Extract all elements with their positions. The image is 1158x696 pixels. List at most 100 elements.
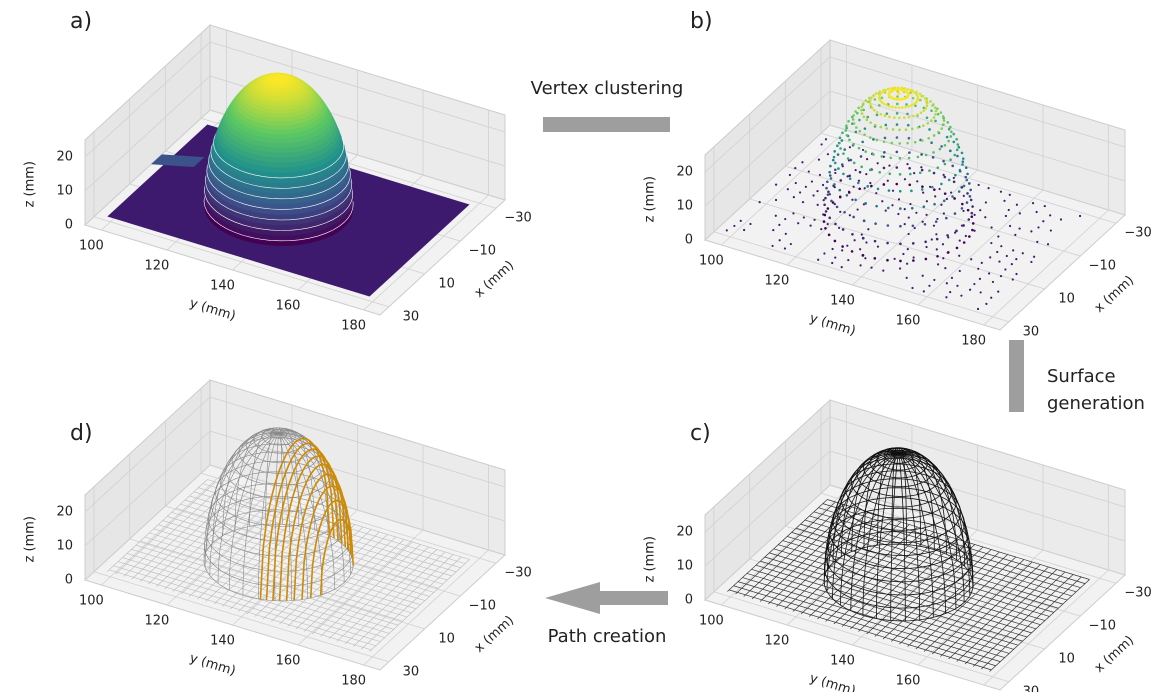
point [855,169,857,171]
y-tick-label: 160 [896,314,921,329]
point [1011,263,1013,265]
point [893,116,896,119]
point [904,223,906,225]
point [846,194,849,197]
panel: 01020100120140160180−30−101030z (mm)y (m… [23,9,532,334]
point [896,123,899,126]
point [926,105,929,108]
point [799,191,801,193]
y-tick-label: 160 [896,674,921,689]
point [949,126,952,129]
point [903,116,906,119]
point [1003,200,1005,202]
point [936,238,939,241]
point [888,116,891,119]
panel-label: a) [70,9,92,34]
point [828,234,831,237]
point [914,141,917,144]
point [928,285,930,287]
point [956,155,959,158]
point [925,246,927,248]
point [933,225,935,227]
z-tick-label: 20 [676,525,693,540]
point [1014,234,1016,236]
point [907,124,910,127]
point [979,209,981,211]
panel-label: c) [690,421,711,446]
point [952,141,955,144]
point [961,163,964,166]
point [859,264,861,266]
point [833,150,836,153]
point [939,148,942,151]
point [899,267,901,269]
point [877,162,879,164]
point [775,215,777,217]
point [953,177,955,179]
point [942,243,944,245]
point [945,296,947,298]
point [962,160,965,163]
point [866,158,868,160]
point [825,187,828,190]
point [866,116,869,119]
point [857,208,859,210]
point [793,196,795,198]
point [963,241,966,244]
point [917,126,920,129]
point [905,128,908,131]
y-tick-label: 100 [699,614,724,629]
point [839,211,841,213]
point [846,245,848,247]
point [921,139,924,142]
point [966,173,969,176]
point [898,129,901,132]
point [946,136,949,139]
point [990,226,992,228]
panel-label: b) [690,9,713,34]
point [823,252,825,254]
point [895,183,898,186]
point [908,183,911,186]
point [962,210,964,212]
point [873,109,876,112]
point [962,224,965,227]
point [838,227,840,229]
point [898,106,901,109]
point [908,216,910,218]
point [849,177,852,180]
point [1047,243,1049,245]
point [865,119,868,122]
point [908,151,911,154]
point [828,217,831,220]
point [912,259,915,262]
point [920,153,923,156]
point [864,150,867,153]
y-tick-label: 100 [79,594,104,609]
point [851,199,853,201]
y-tick-label: 180 [961,334,986,349]
point [904,106,907,109]
point [870,185,873,188]
point [913,172,915,174]
point [886,259,889,262]
point [922,221,924,223]
point [947,251,950,254]
point [860,109,863,112]
point [865,241,867,243]
point [881,97,884,100]
y-tick-label: 180 [341,319,366,334]
point [938,188,940,190]
point [855,131,858,134]
point [911,128,914,131]
point [962,157,965,160]
point [827,193,830,196]
point [878,104,881,107]
point [829,174,832,177]
point [862,254,865,257]
point [842,228,845,231]
point [1036,241,1038,243]
point [935,233,937,235]
point [841,249,843,251]
point [886,242,889,245]
